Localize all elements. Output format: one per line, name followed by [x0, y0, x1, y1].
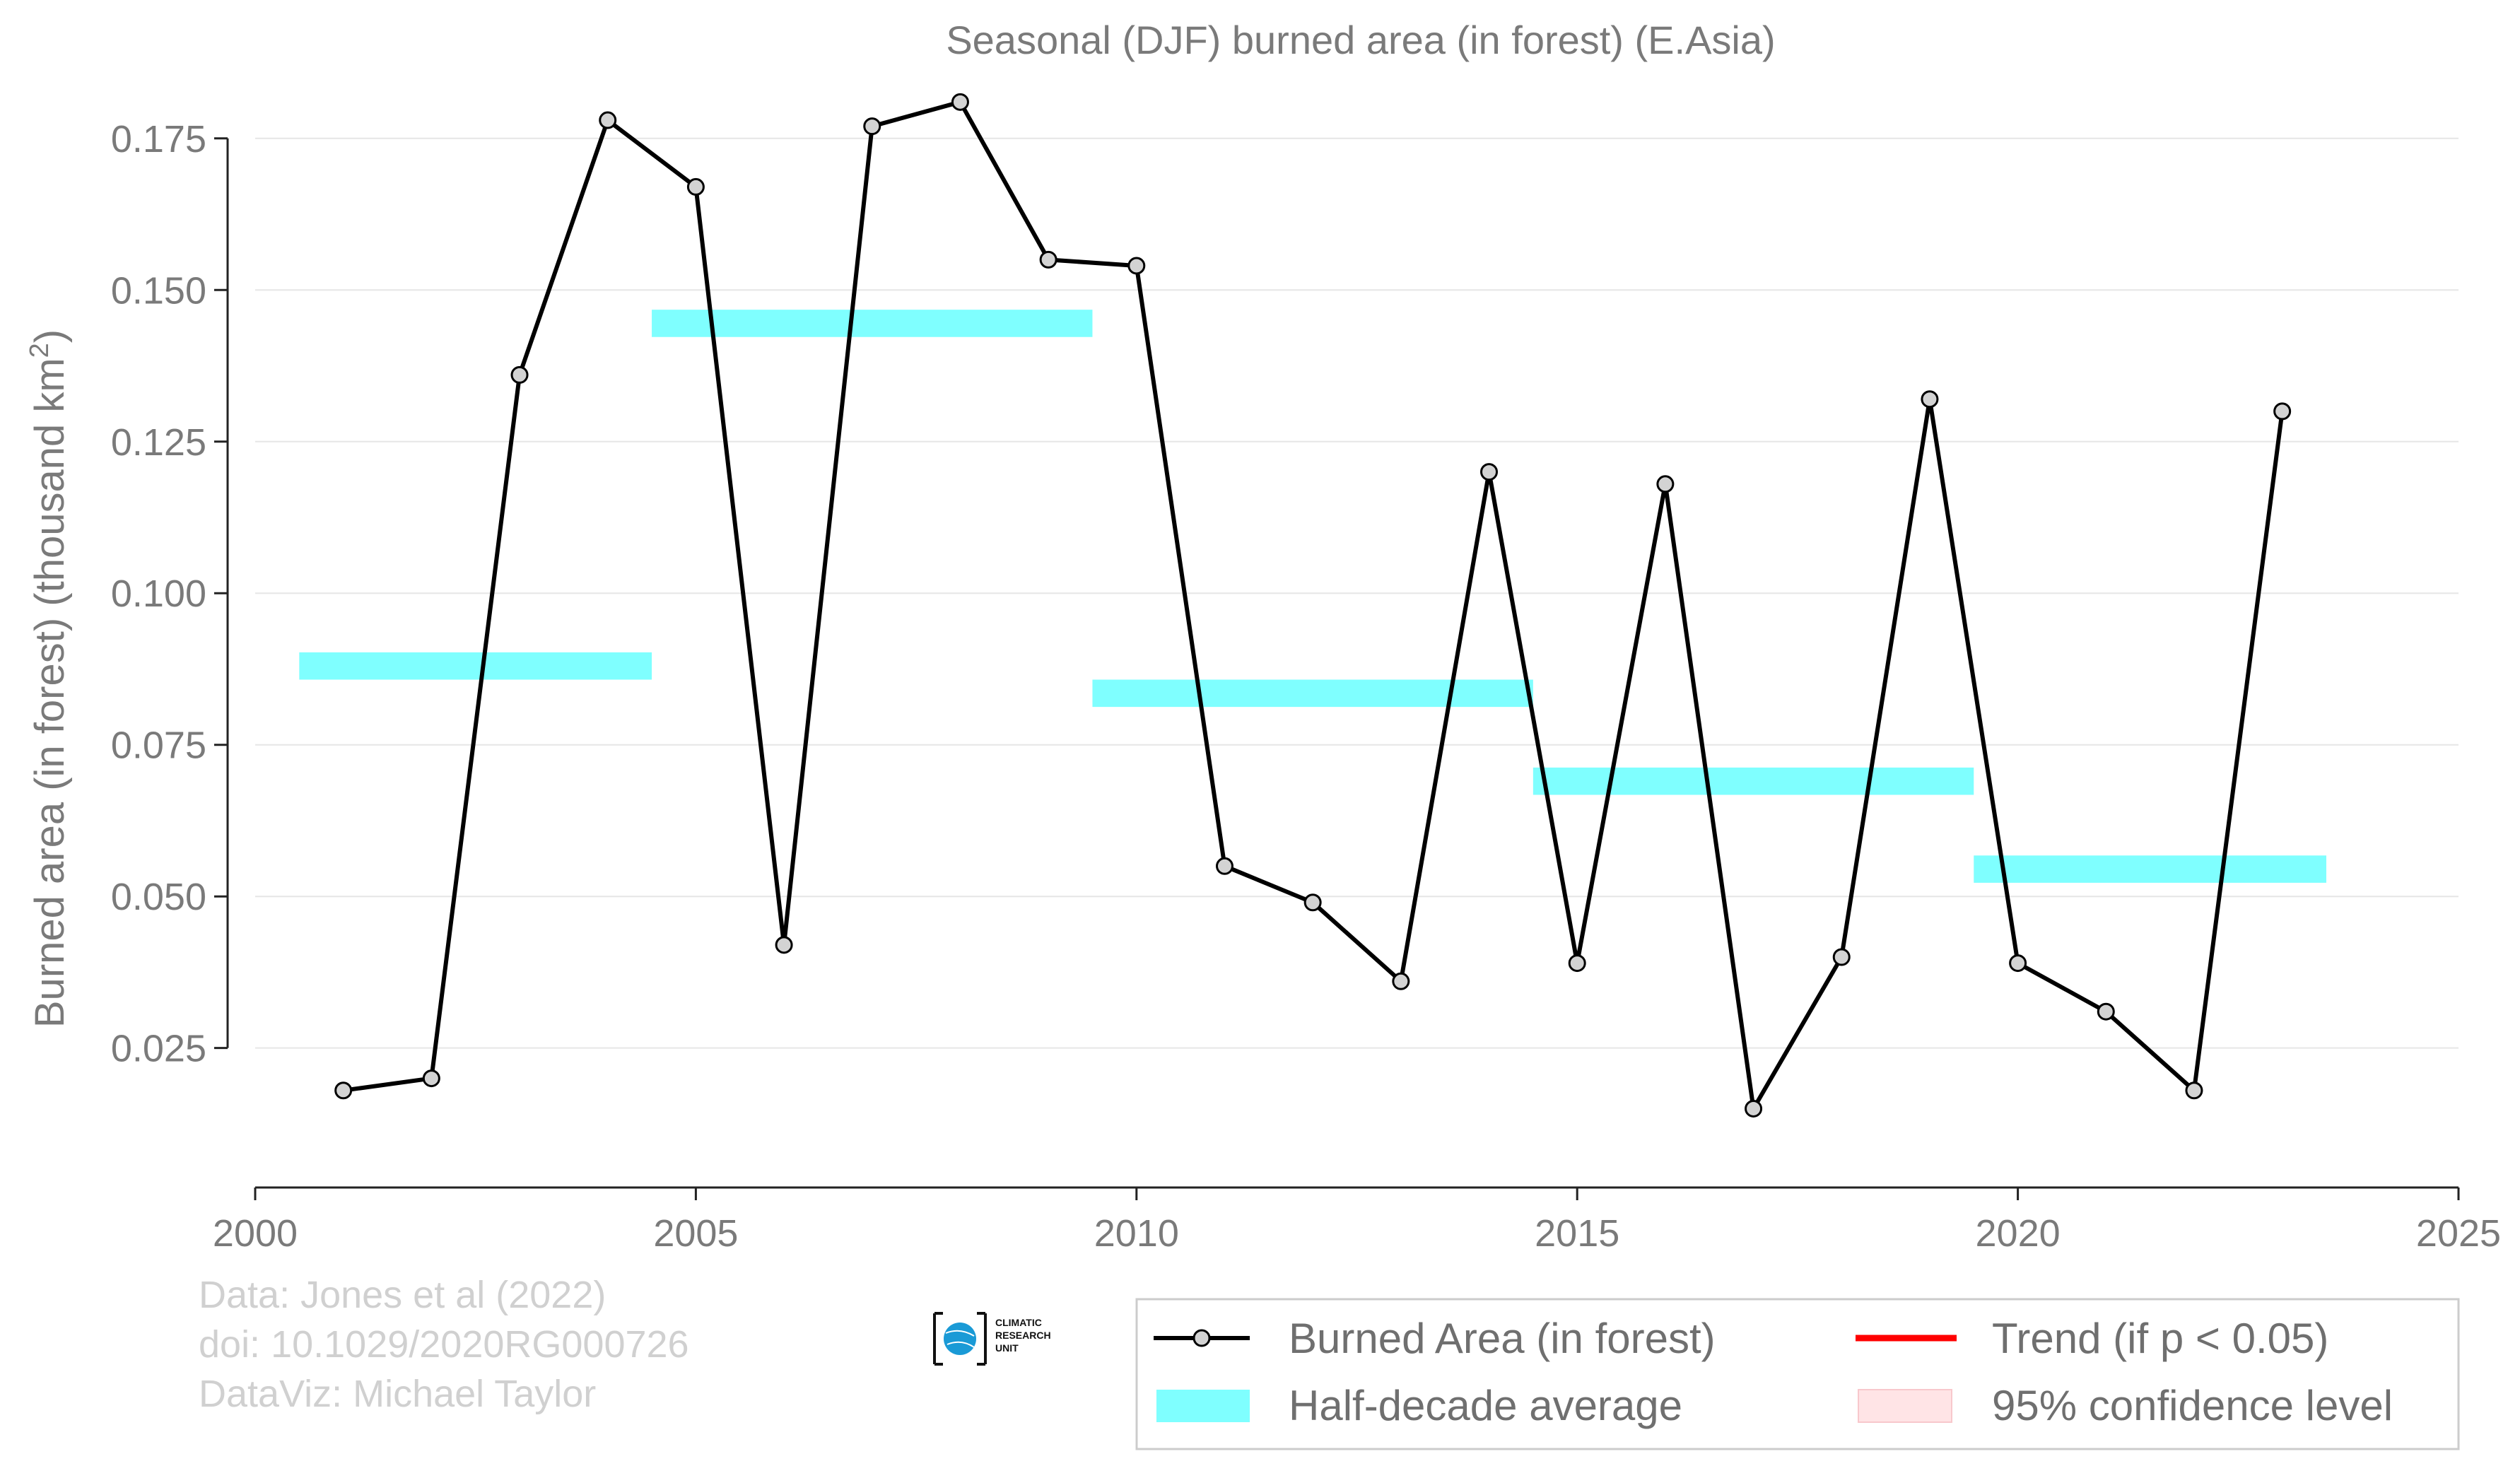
data-point — [1215, 857, 1233, 875]
data-point — [1480, 463, 1499, 481]
credits: Data: Jones et al (2022) doi: 10.1029/20… — [199, 1274, 689, 1415]
data-point — [1745, 1099, 1763, 1118]
x-tick-label: 2020 — [1976, 1212, 2061, 1255]
data-point — [1039, 250, 1057, 269]
half-decade-bar — [652, 310, 1093, 337]
y-tick-label: 0.075 — [111, 725, 206, 767]
data-point — [1127, 257, 1146, 275]
x-tick-label: 2025 — [2416, 1212, 2501, 1255]
legend-label-half-decade-average: Half-decade average — [1289, 1382, 1682, 1429]
series-burned-area — [334, 93, 2292, 1118]
data-point — [1921, 390, 1939, 409]
half-decade-bar — [299, 652, 652, 680]
x-tick-label: 2005 — [653, 1212, 738, 1255]
credit-doi: doi: 10.1029/2020RG000726 — [199, 1323, 689, 1366]
data-point — [2097, 1002, 2115, 1021]
grid-lines — [255, 137, 2459, 1049]
credit-dataviz: DataViz: Michael Taylor — [199, 1373, 596, 1415]
data-point — [1568, 954, 1586, 973]
logo-line-3: UNIT — [995, 1342, 1019, 1354]
data-point — [599, 111, 617, 129]
legend: Burned Area (in forest) Trend (if p < 0.… — [1135, 1298, 2460, 1450]
data-point — [1832, 948, 1851, 966]
y-axis-label: Burned area (in forest) (thousand km2) — [25, 329, 73, 1028]
cru-logo: CLIMATIC RESEARCH UNIT — [933, 1312, 1051, 1366]
legend-marker-burned-area — [1192, 1329, 1211, 1347]
credit-data-source: Data: Jones et al (2022) — [199, 1274, 606, 1316]
half-decade-average-bars — [299, 310, 2326, 883]
data-point — [1392, 972, 1410, 990]
data-point — [422, 1069, 440, 1088]
data-point — [2273, 402, 2292, 421]
data-point — [1656, 475, 1675, 493]
y-tick-label: 0.050 — [111, 876, 206, 918]
legend-swatch-confidence — [1858, 1389, 1952, 1423]
x-tick-label: 2015 — [1535, 1212, 1619, 1255]
y-tick-label: 0.175 — [111, 118, 206, 160]
y-tick-label: 0.100 — [111, 573, 206, 615]
x-tick-label: 2010 — [1094, 1212, 1179, 1255]
chart-title: Seasonal (DJF) burned area (in forest) (… — [946, 18, 1775, 62]
legend-box — [1135, 1298, 2460, 1450]
half-decade-bar — [1532, 767, 1974, 795]
globe-icon — [944, 1323, 976, 1355]
x-tick-labels: 2000 2005 2010 2015 2020 2025 — [213, 1188, 2501, 1255]
logo-line-1: CLIMATIC — [995, 1317, 1042, 1328]
data-point — [334, 1081, 353, 1100]
x-tick-label: 2000 — [213, 1212, 298, 1255]
y-tick-labels: 0.025 0.050 0.075 0.100 0.125 0.150 0.175 — [111, 118, 228, 1070]
y-tick-label: 0.025 — [111, 1028, 206, 1070]
half-decade-bar — [1092, 679, 1533, 708]
data-point — [2009, 954, 2027, 973]
series-line — [343, 100, 2285, 1111]
legend-swatch-half-decade-average — [1156, 1390, 1250, 1422]
data-point — [863, 117, 881, 136]
legend-label-burned-area: Burned Area (in forest) — [1289, 1315, 1716, 1362]
y-tick-label: 0.125 — [111, 421, 206, 464]
data-point — [951, 93, 969, 111]
data-point — [1303, 893, 1322, 912]
data-point — [775, 936, 793, 954]
data-point — [510, 365, 529, 384]
half-decade-bar — [1974, 855, 2326, 883]
data-point — [686, 177, 705, 196]
y-tick-label: 0.150 — [111, 269, 206, 312]
legend-label-trend: Trend (if p < 0.05) — [1992, 1315, 2328, 1362]
logo-line-2: RESEARCH — [995, 1330, 1051, 1341]
legend-label-confidence: 95% confidence level — [1992, 1382, 2393, 1429]
data-point — [2185, 1081, 2203, 1100]
